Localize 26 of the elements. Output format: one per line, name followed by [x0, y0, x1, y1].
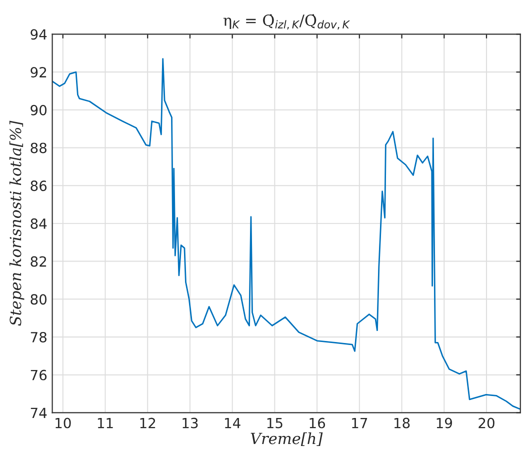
- x-tick-label: 18: [394, 418, 410, 428]
- chart-title: η$_{K}$ = Q̇$_{izl,K}$/Q̇$_{dov,K}$: [223, 14, 350, 30]
- y-tick-label: 80: [30, 294, 47, 305]
- y-axis-title: Stepen korisnosti kotla[%]: [9, 120, 24, 326]
- x-tick-label: 14: [225, 418, 240, 428]
- x-tick-label: 10: [56, 418, 71, 428]
- x-tick-label: 19: [436, 418, 452, 428]
- y-tick-label: 86: [30, 180, 47, 192]
- x-tick-label: 16: [310, 418, 326, 428]
- x-tick-label: 12: [140, 418, 156, 428]
- y-tick-label: 88: [30, 142, 46, 154]
- y-tick-label: 90: [30, 104, 47, 116]
- y-tick-label: 92: [30, 67, 46, 78]
- y-tick-label: 84: [30, 218, 47, 229]
- x-tick-label: 17: [352, 418, 368, 428]
- y-tick-label: 78: [30, 332, 46, 342]
- x-axis-title: Vreme[h]: [250, 432, 323, 446]
- y-tick-label: 82: [30, 256, 46, 267]
- x-tick-label: 11: [98, 418, 113, 428]
- line-series: [52, 58, 520, 410]
- y-tick-label: 94: [30, 29, 47, 40]
- y-tick-label: 76: [30, 370, 47, 380]
- x-tick-label: 15: [267, 418, 282, 428]
- x-tick-label: 20: [478, 418, 494, 428]
- x-tick-label: 13: [182, 418, 198, 428]
- y-tick-label: 74: [30, 408, 47, 418]
